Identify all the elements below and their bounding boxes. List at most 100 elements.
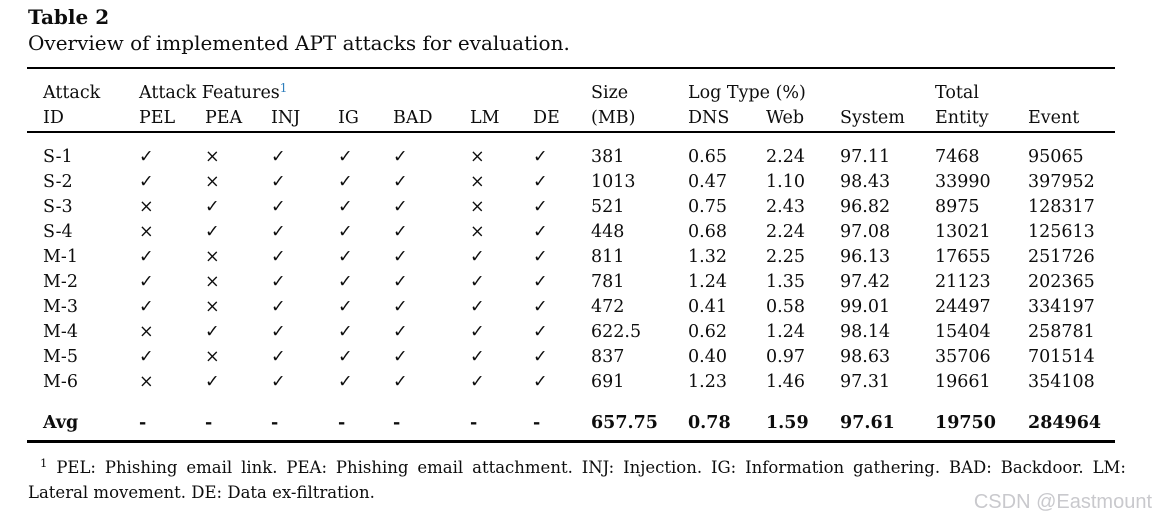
table-row: M-2 ✓ × ✓ ✓ ✓ ✓ ✓ 781 1.24 1.35 97.42 21… [27,270,1115,295]
footnote-marker: 1 [40,456,48,470]
cell-web: 1.35 [766,272,805,292]
group-header-attack: Attack [43,83,101,103]
cell-pea: × [205,347,220,367]
cell-pel: ✓ [139,147,154,167]
footnote-line-1: 1 PEL: Phishing email link. PEA: Phishing… [28,456,1126,481]
cell-system: 98.14 [840,322,891,342]
cell-bad: ✓ [393,172,408,192]
footnote-line-2: Lateral movement. DE: Data ex-filtration… [28,482,375,502]
cell-de: ✓ [533,247,548,267]
table-row: S-3 × ✓ ✓ ✓ ✓ × ✓ 521 0.75 2.43 96.82 89… [27,195,1115,220]
cell-event: 354108 [1028,372,1095,392]
cell-pea: × [205,297,220,317]
cell-system: 97.61 [840,395,936,443]
cell-inj: ✓ [271,272,286,292]
cell-size: 781 [591,272,625,292]
cell-de: ✓ [533,147,548,167]
cell-lm: ✓ [470,322,485,342]
col-header-pel: PEL [139,106,205,133]
cell-web: 2.24 [766,147,805,167]
table-title: Table 2 [28,5,110,29]
cell-lm: ✓ [470,247,485,267]
footnote-ref-link[interactable]: 1 [279,81,288,95]
cell-inj: ✓ [271,222,286,242]
cell-inj: ✓ [271,172,286,192]
cell-pea: ✓ [205,372,220,392]
cell-entity: 8975 [935,197,980,217]
col-header-de: DE [533,106,591,133]
cell-event: 397952 [1028,172,1095,192]
table-row: M-5 ✓ × ✓ ✓ ✓ ✓ ✓ 837 0.40 0.97 98.63 35… [27,345,1115,370]
cell-pea: ✓ [205,197,220,217]
cell-pel: × [139,322,154,342]
cell-pel: ✓ [139,247,154,267]
cell-inj: ✓ [271,322,286,342]
group-header-total: Total [935,83,979,103]
cell-pel: × [139,222,154,242]
cell-entity: 21123 [935,272,991,292]
cell-size: 521 [591,197,625,217]
attack-features-label: Attack Features [139,83,280,103]
cell-ig: ✓ [338,322,353,342]
cell-id: S-3 [43,197,73,217]
cell-de: ✓ [533,172,548,192]
cell-bad: ✓ [393,197,408,217]
cell-pel: - [139,395,205,443]
cell-entity: 33990 [935,172,991,192]
col-header-dns: DNS [688,106,766,133]
cell-id: S-1 [43,147,73,167]
cell-inj: ✓ [271,147,286,167]
cell-dns: 0.78 [688,395,766,443]
cell-entity: 19661 [935,372,991,392]
watermark: CSDN @Eastmount [973,491,1152,513]
cell-ig: ✓ [338,347,353,367]
cell-web: 2.43 [766,197,805,217]
cell-de: ✓ [533,372,548,392]
cell-web: 1.46 [766,372,805,392]
cell-de: ✓ [533,272,548,292]
col-header-mb: (MB) [591,106,688,133]
cell-size: 837 [591,347,625,367]
group-header-log-type: Log Type (%) [688,83,806,103]
cell-entity: 19750 [935,395,1029,443]
cell-web: 2.24 [766,222,805,242]
cell-event: 125613 [1028,222,1095,242]
table-row: S-1 ✓ × ✓ ✓ ✓ × ✓ 381 0.65 2.24 97.11 74… [27,132,1115,170]
cell-size: 622.5 [591,322,642,342]
group-header-size: Size [591,83,629,103]
cell-id: M-3 [43,297,78,317]
cell-ig: ✓ [338,247,353,267]
cell-dns: 0.62 [688,322,727,342]
cell-lm: × [470,197,485,217]
cell-entity: 13021 [935,222,991,242]
cell-de: ✓ [533,197,548,217]
cell-lm: - [470,395,533,443]
cell-dns: 0.65 [688,147,727,167]
cell-id: Avg [27,395,139,443]
cell-ig: ✓ [338,272,353,292]
cell-lm: × [470,222,485,242]
cell-dns: 0.40 [688,347,727,367]
col-header-pea: PEA [205,106,271,133]
cell-bad: ✓ [393,322,408,342]
cell-system: 99.01 [840,297,891,317]
cell-system: 97.31 [840,372,891,392]
cell-system: 97.11 [840,147,891,167]
cell-bad: ✓ [393,372,408,392]
cell-event: 258781 [1028,322,1095,342]
cell-web: 1.10 [766,172,805,192]
cell-size: 657.75 [591,395,688,443]
cell-dns: 1.23 [688,372,727,392]
cell-bad: ✓ [393,222,408,242]
footnote: 1 PEL: Phishing email link. PEA: Phishing… [28,456,1126,505]
cell-bad: - [393,395,470,443]
cell-web: 0.97 [766,347,805,367]
cell-id: M-2 [43,272,78,292]
cell-event: 128317 [1028,197,1095,217]
cell-event: 334197 [1028,297,1095,317]
avg-row: Avg - - - - - - - 657.75 0.78 1.59 97.61… [27,395,1116,443]
cell-pea: ✓ [205,222,220,242]
cell-de: ✓ [533,347,548,367]
cell-dns: 0.75 [688,197,727,217]
cell-id: M-4 [43,322,78,342]
